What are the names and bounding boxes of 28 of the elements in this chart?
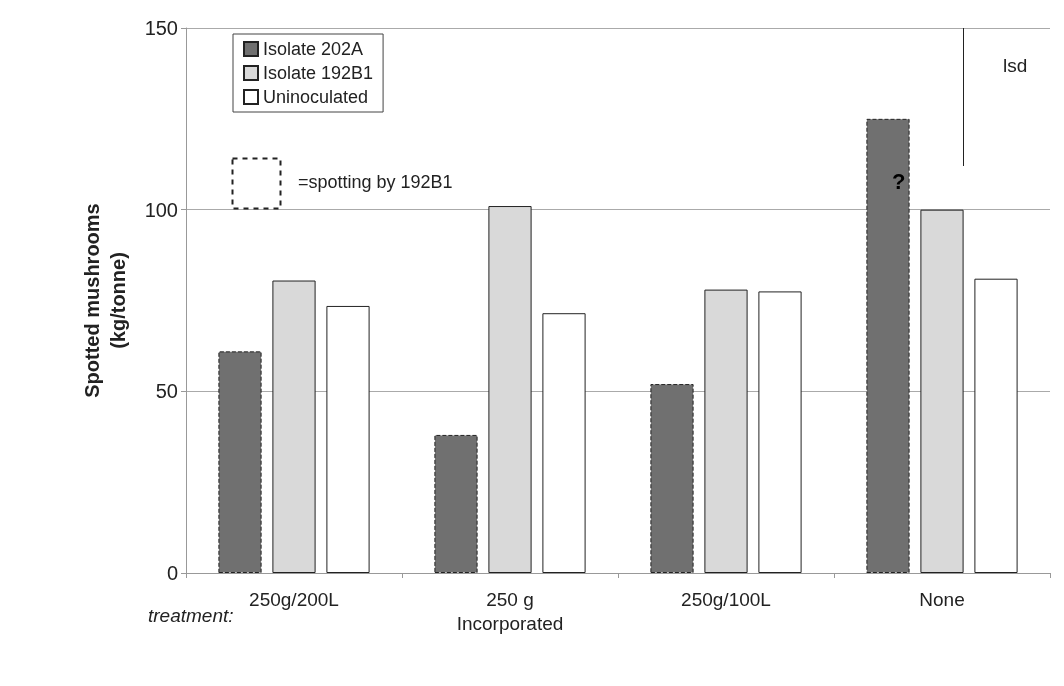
bar: [650, 384, 694, 573]
annotation: ?: [892, 168, 906, 194]
bar: [758, 291, 802, 573]
bar: [272, 280, 316, 573]
bar: [434, 434, 478, 573]
bar: [542, 313, 586, 573]
y-tick-label: 0: [166, 562, 178, 584]
bar: [704, 289, 748, 573]
x-axis-title: treatment:: [148, 605, 234, 626]
legend-label: Isolate 202A: [263, 39, 364, 59]
bar: [920, 209, 964, 573]
x-tick-label: None: [919, 588, 965, 610]
legend-label: Uninoculated: [263, 87, 369, 107]
x-tick-label: 250g/100L: [681, 588, 771, 610]
y-tick-label: 50: [155, 380, 178, 403]
legend-label: Isolate 192B1: [263, 63, 374, 83]
y-axis-title: Spotted mushrooms (kg/tonne): [81, 203, 129, 398]
y-tick-label: 150: [144, 17, 178, 39]
y-tick-label: 100: [144, 198, 178, 221]
x-tick-label: 250 g Incorporated: [456, 588, 564, 634]
annotation: =spotting by 192B1: [298, 172, 453, 192]
bar: [974, 278, 1018, 573]
bar: [218, 351, 262, 573]
x-tick-label: 250g/200L: [249, 588, 339, 610]
bar: [488, 206, 532, 573]
annotation: lsd: [1003, 55, 1028, 76]
bar: [866, 118, 910, 573]
bar: [326, 305, 370, 573]
